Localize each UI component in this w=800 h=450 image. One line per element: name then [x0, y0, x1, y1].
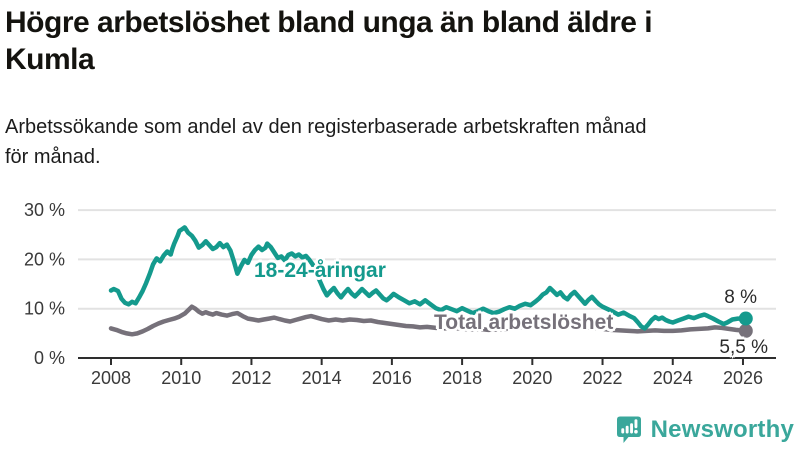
svg-text:2008: 2008: [91, 368, 131, 388]
svg-text:2012: 2012: [231, 368, 271, 388]
end-value-total: 5,5 %: [719, 337, 768, 358]
svg-text:2026: 2026: [723, 368, 763, 388]
svg-text:2010: 2010: [161, 368, 201, 388]
svg-text:2022: 2022: [583, 368, 623, 388]
svg-text:2018: 2018: [442, 368, 482, 388]
chart-title: Högre arbetslöshet bland unga än bland ä…: [5, 4, 705, 78]
series-label-total: Total arbetslöshet: [434, 311, 614, 334]
chart-title-line2: Kumla: [5, 43, 95, 76]
brand-name: Newsworthy: [650, 416, 794, 443]
chart-subtitle-line2: för månad.: [5, 146, 101, 168]
svg-text:2016: 2016: [372, 368, 412, 388]
end-value-young: 8 %: [724, 287, 757, 308]
svg-text:0 %: 0 %: [34, 348, 65, 368]
chart-subtitle: Arbetssökande som andel av den registerb…: [5, 112, 695, 172]
svg-text:20 %: 20 %: [24, 249, 65, 269]
svg-text:2020: 2020: [512, 368, 552, 388]
svg-text:10 %: 10 %: [24, 299, 65, 319]
svg-text:30 %: 30 %: [24, 200, 65, 220]
chart-title-line1: Högre arbetslöshet bland unga än bland ä…: [5, 6, 653, 39]
newsworthy-bars-icon: [616, 416, 641, 443]
svg-text:2024: 2024: [653, 368, 693, 388]
svg-text:2014: 2014: [302, 368, 342, 388]
newsworthy-logo[interactable]: Newsworthy: [615, 413, 794, 447]
chart-subtitle-line1: Arbetssökande som andel av den registerb…: [5, 116, 647, 138]
series-label-young: 18-24-åringar: [254, 259, 386, 282]
